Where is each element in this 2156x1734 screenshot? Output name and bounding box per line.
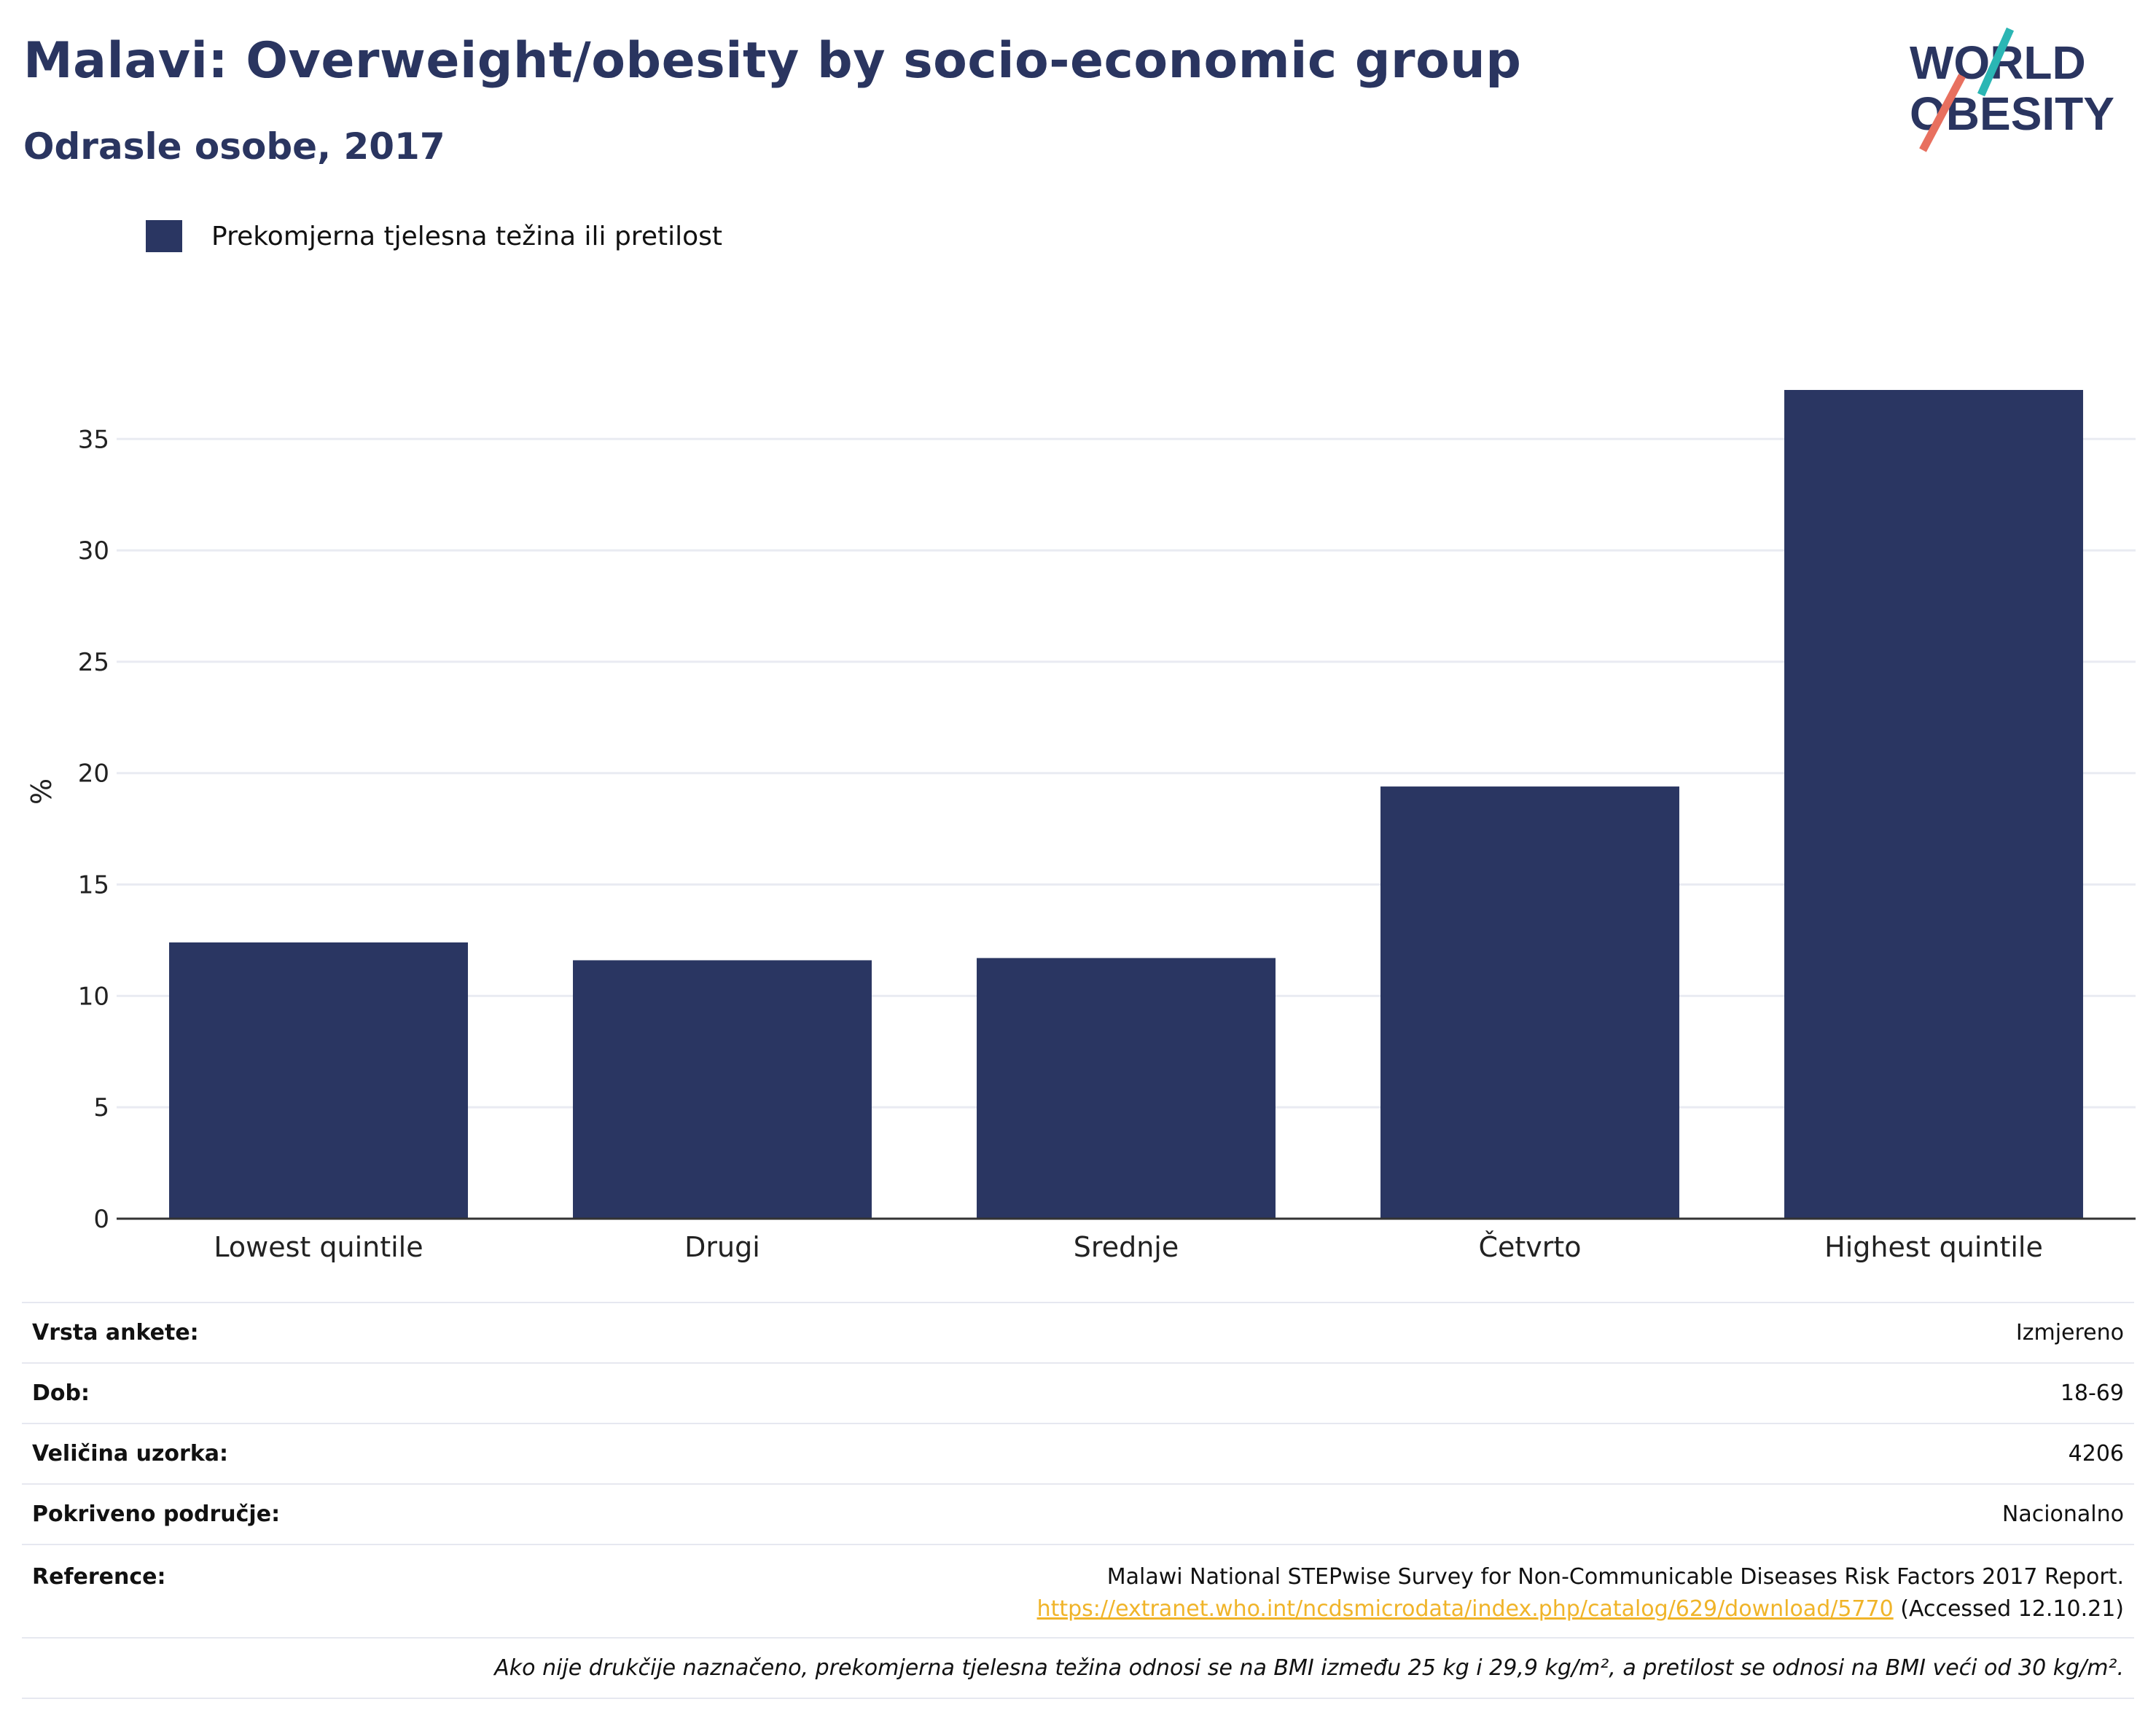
info-label: Vrsta ankete:: [22, 1302, 434, 1363]
legend-label: Prekomjerna tjelesna težina ili pretilos…: [211, 221, 722, 251]
bar: [1784, 390, 2083, 1219]
y-tick-label: 35: [78, 425, 109, 454]
info-label: Pokriveno područje:: [22, 1483, 434, 1544]
bar: [169, 942, 468, 1219]
bar-chart: 0 5 10 15 20 25 30 35% Lowest quintile Drugi Sredn…: [26, 390, 2136, 1263]
reference-cell: Malawi National STEPwise Survey for Non-…: [434, 1544, 2134, 1638]
footnote-text: Ako nije drukčije naznačeno, prekomjerna…: [22, 1637, 2134, 1699]
y-axis-label: %: [26, 778, 58, 805]
y-tick-label: 5: [93, 1093, 109, 1122]
info-label: Reference:: [22, 1544, 434, 1638]
x-tick-label: Lowest quintile: [214, 1231, 423, 1263]
y-tick-label: 30: [78, 536, 109, 566]
info-row-age: Dob: 18-69: [22, 1362, 2134, 1423]
logo-slash-teal: [1977, 27, 2015, 97]
survey-info-table: Vrsta ankete: Izmjereno Dob: 18-69 Veličin…: [22, 1302, 2134, 1699]
bar: [977, 958, 1276, 1219]
info-value: Nacionalno: [434, 1483, 2134, 1544]
info-value: 4206: [434, 1423, 2134, 1484]
x-tick-label: Četvrto: [1478, 1231, 1581, 1263]
info-row-reference: Reference: Malawi National STEPwise Surv…: [22, 1544, 2134, 1638]
logo-slash-red: [1919, 74, 1966, 152]
reference-text: Malawi National STEPwise Survey for Non-…: [1106, 1564, 2124, 1590]
y-tick-label: 25: [78, 648, 109, 677]
chart-legend: Prekomjerna tjelesna težina ili pretilos…: [146, 216, 722, 257]
world-obesity-logo: WORLD OBESITY: [1910, 27, 2114, 152]
x-tick-label: Drugi: [684, 1231, 760, 1263]
y-tick-label: 20: [78, 759, 109, 789]
y-tick-label: 10: [78, 982, 109, 1011]
info-value: Izmjereno: [434, 1302, 2134, 1363]
bar: [573, 960, 872, 1219]
info-label: Veličina uzorka:: [22, 1423, 434, 1484]
bar: [1380, 786, 1679, 1219]
legend-swatch: [146, 220, 182, 252]
info-row-sample-size: Veličina uzorka: 4206: [22, 1423, 2134, 1484]
chart-subtitle: Odrasle osobe, 2017: [23, 125, 445, 168]
reference-link[interactable]: https://extranet.who.int/ncdsmicrodata/i…: [1036, 1596, 1894, 1622]
info-value: 18-69: [434, 1362, 2134, 1423]
y-tick-label: 15: [78, 871, 109, 900]
x-tick-label: Srednje: [1074, 1231, 1179, 1263]
info-label: Dob:: [22, 1362, 434, 1423]
info-row-coverage: Pokriveno područje: Nacionalno: [22, 1483, 2134, 1544]
reference-accessed: (Accessed 12.10.21): [1900, 1596, 2124, 1622]
info-row-survey-type: Vrsta ankete: Izmjereno: [22, 1302, 2134, 1363]
info-row-footnote: Ako nije drukčije naznačeno, prekomjerna…: [22, 1637, 2134, 1699]
chart-title: Malavi: Overweight/obesity by socio-econ…: [23, 32, 1522, 90]
x-tick-label: Highest quintile: [1824, 1231, 2043, 1263]
y-tick-label: 0: [93, 1205, 109, 1234]
